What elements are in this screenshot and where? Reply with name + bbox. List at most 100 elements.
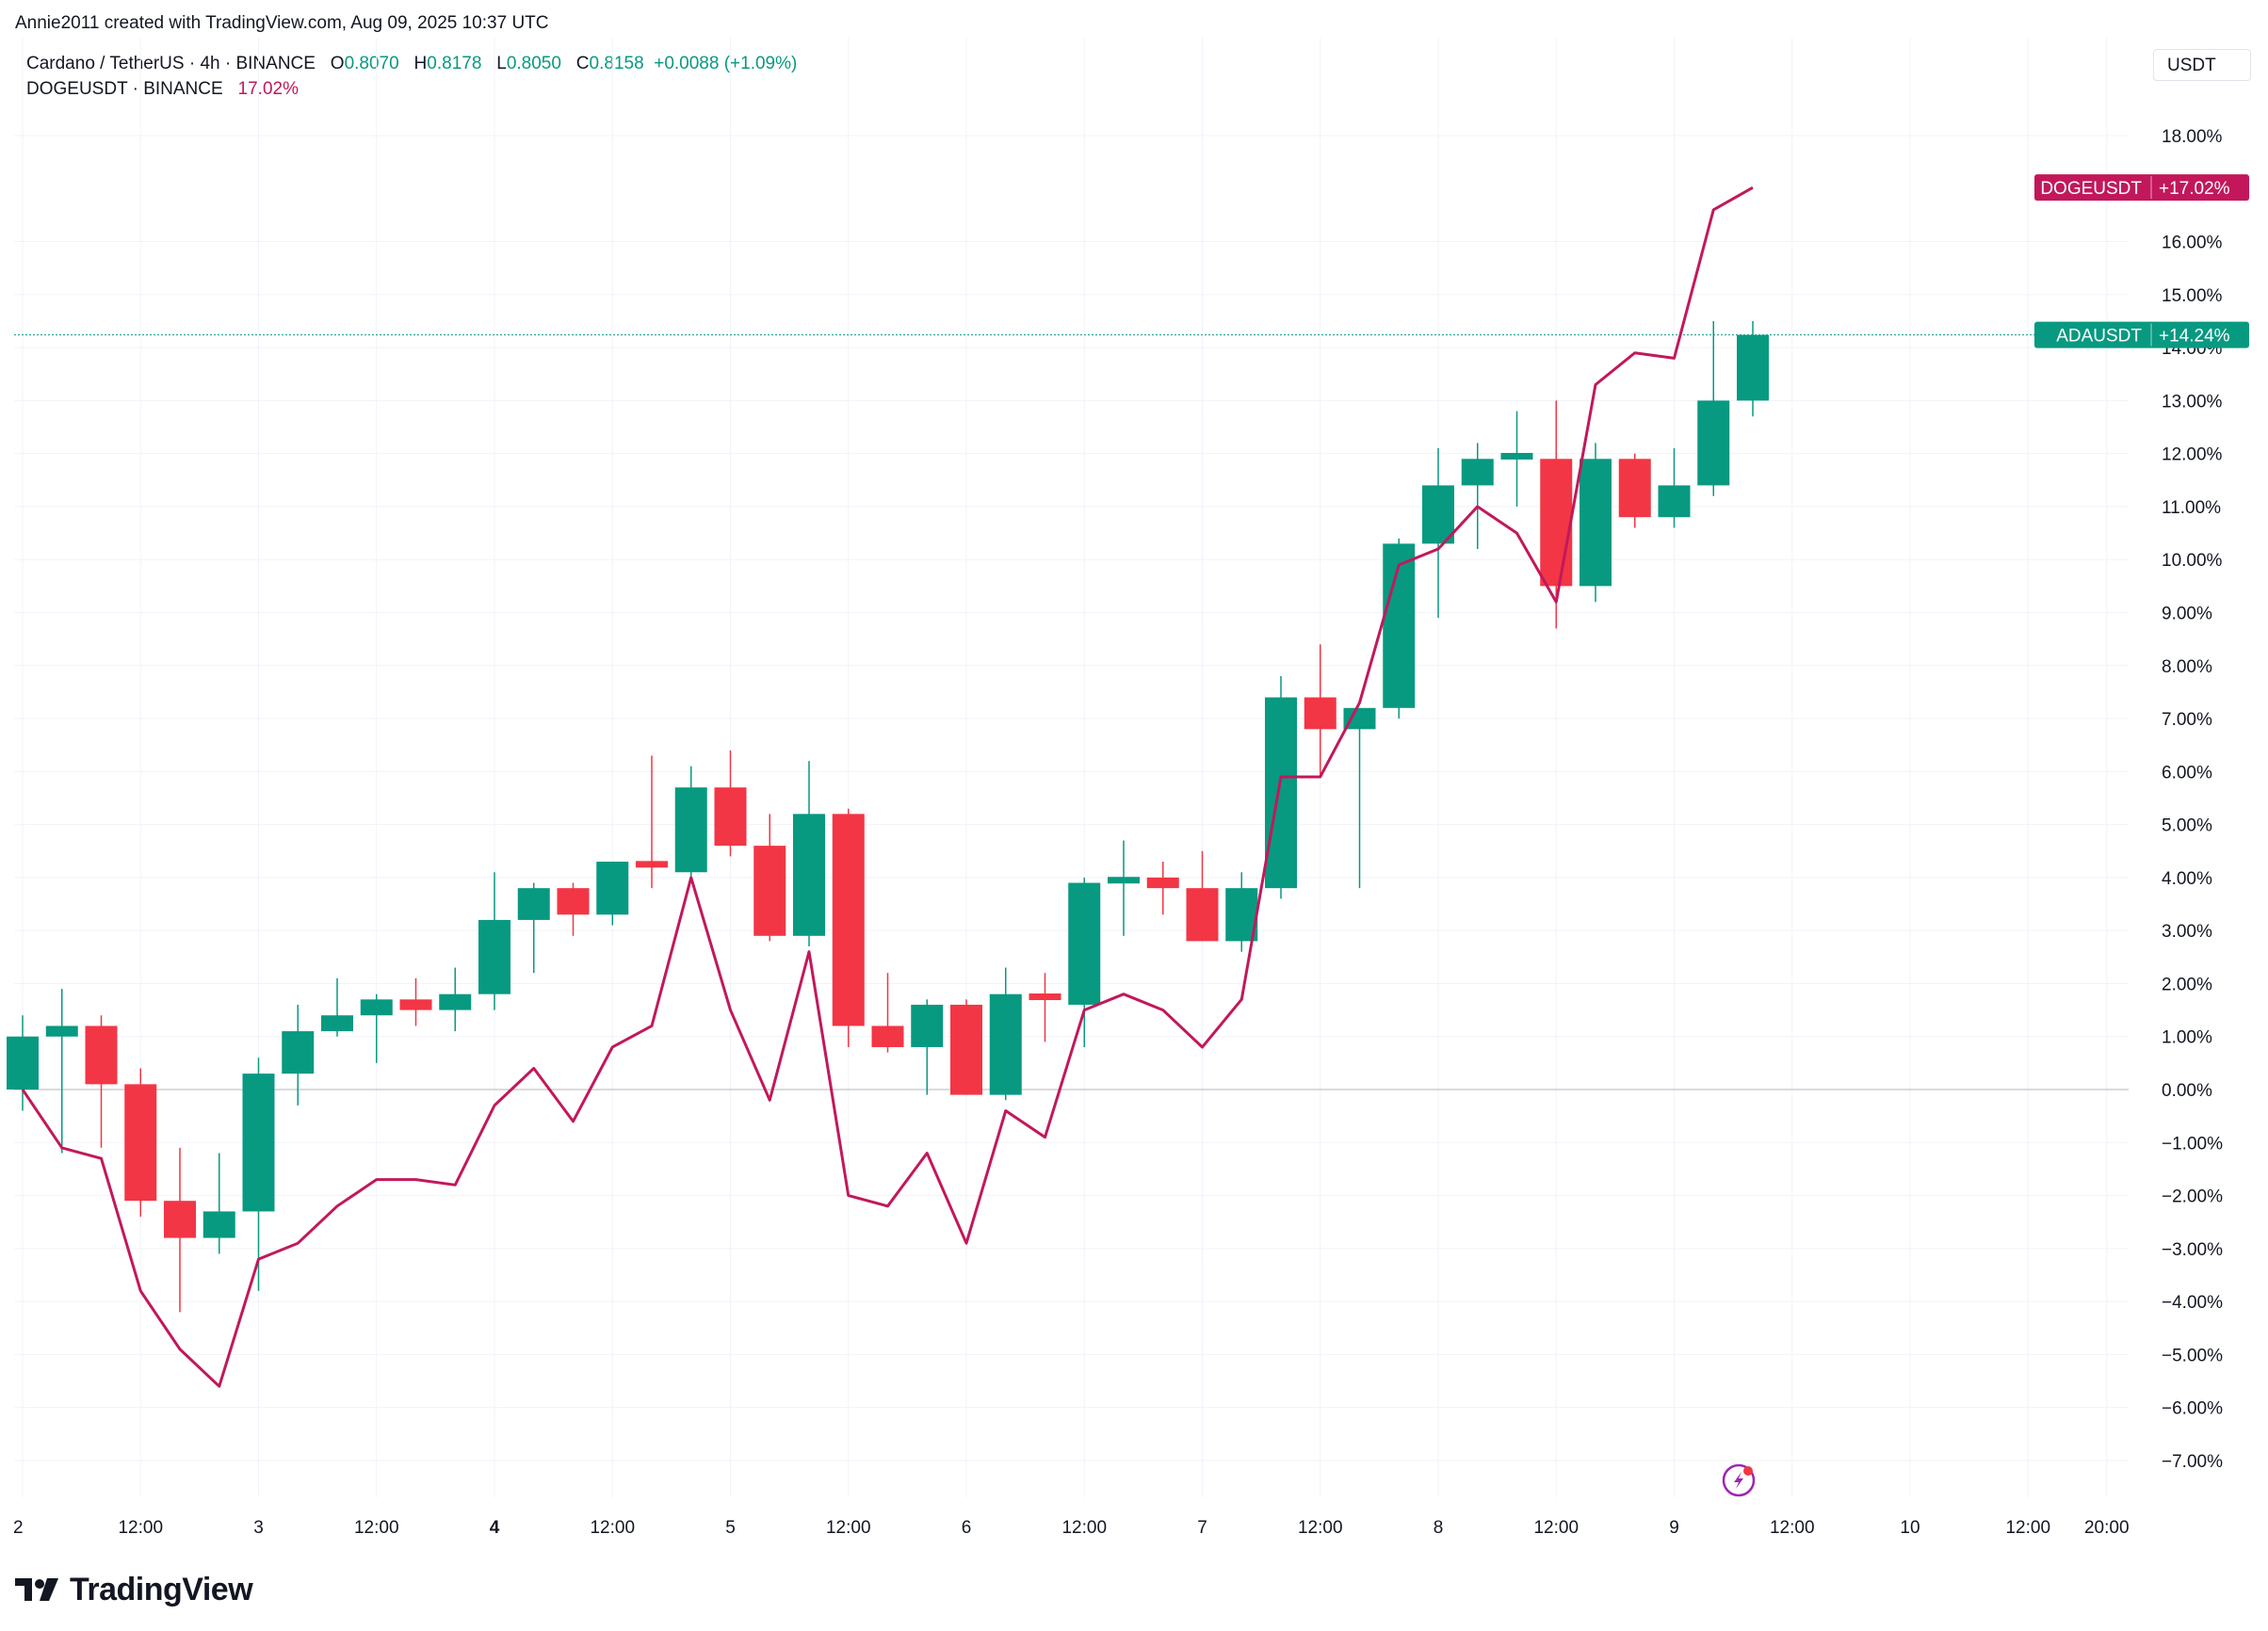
x-tick-label: 9 xyxy=(1669,1518,1679,1538)
y-tick-label: 16.00% xyxy=(2162,234,2223,253)
y-tick-label: 4.00% xyxy=(2162,869,2212,889)
y-tick-label: −6.00% xyxy=(2162,1399,2223,1419)
candle-body xyxy=(360,999,393,1016)
candle-body xyxy=(871,1025,904,1047)
candle-body xyxy=(753,846,786,936)
legend-open-label: O xyxy=(330,54,345,73)
y-tick-label: 1.00% xyxy=(2162,1028,2212,1048)
bolt-icon[interactable] xyxy=(1722,1463,1756,1497)
compare-value: 17.02% xyxy=(237,79,299,99)
candle-body xyxy=(1618,459,1651,518)
candle-body xyxy=(714,787,747,847)
y-tick-label: 10.00% xyxy=(2162,551,2223,571)
last-value-tag-name: ADAUSDT xyxy=(2056,327,2142,347)
candle-body xyxy=(596,862,629,915)
y-tick-label: −2.00% xyxy=(2162,1187,2223,1207)
candle-body xyxy=(557,888,590,915)
candle-body xyxy=(439,993,472,1010)
y-tick-label: 5.00% xyxy=(2162,816,2212,836)
y-tick-label: 9.00% xyxy=(2162,605,2212,624)
x-tick-label: 12:00 xyxy=(2005,1518,2050,1538)
x-tick-label: 12:00 xyxy=(1061,1518,1107,1538)
last-value-tag: ADAUSDT +14.24% xyxy=(2034,321,2249,348)
candle-body xyxy=(636,861,668,868)
candle-body xyxy=(1029,993,1061,1001)
dogeusdt-line xyxy=(21,186,1754,1388)
candle-body xyxy=(1146,877,1179,889)
y-tick-label: 13.00% xyxy=(2162,392,2223,412)
y-tick-label: −7.00% xyxy=(2162,1452,2223,1472)
candle-body xyxy=(674,787,707,873)
candle-body xyxy=(1500,452,1533,460)
last-value-tag-value: +14.24% xyxy=(2159,327,2230,347)
candle-body xyxy=(202,1211,235,1238)
y-tick-label: 3.00% xyxy=(2162,922,2212,942)
legend-change: +0.0088 (+1.09%) xyxy=(654,54,798,73)
candle-body xyxy=(1108,877,1140,884)
compare-symbol[interactable]: DOGEUSDT · BINANCE xyxy=(26,79,223,99)
y-tick-label: 15.00% xyxy=(2162,286,2223,306)
x-tick-label: 12:00 xyxy=(1770,1518,1815,1538)
chart-credit: Annie2011 created with TradingView.com, … xyxy=(15,13,549,33)
y-tick-label: 2.00% xyxy=(2162,975,2212,994)
candle-body xyxy=(517,888,550,920)
main-legend: Cardano / TetherUS · 4h · BINANCE O0.807… xyxy=(26,54,797,74)
candle-body xyxy=(1737,334,1769,401)
candle-body xyxy=(1265,697,1297,889)
x-tick-label: 5 xyxy=(725,1518,736,1538)
candle-body xyxy=(282,1031,315,1074)
legend-low-label: L xyxy=(496,54,507,73)
x-tick-label: 8 xyxy=(1434,1518,1444,1538)
compare-legend: DOGEUSDT · BINANCE 17.02% xyxy=(26,79,299,100)
candle-body xyxy=(1068,882,1101,1005)
y-tick-label: −4.00% xyxy=(2162,1293,2223,1313)
candle-body xyxy=(832,814,865,1026)
tradingview-logo[interactable]: TradingView xyxy=(15,1568,253,1611)
candle-body xyxy=(1461,459,1494,486)
candlestick-series xyxy=(7,320,1769,1313)
y-tick-label: −5.00% xyxy=(2162,1346,2223,1365)
last-value-tag-value: +17.02% xyxy=(2159,179,2230,199)
x-tick-label: 20:00 xyxy=(2084,1518,2130,1538)
x-tick-label: 12:00 xyxy=(118,1518,163,1538)
y-tick-label: −1.00% xyxy=(2162,1134,2223,1154)
candle-body xyxy=(164,1201,196,1238)
y-tick-label: 7.00% xyxy=(2162,710,2212,730)
candle-body xyxy=(124,1084,157,1202)
x-tick-label: 4 xyxy=(490,1518,500,1538)
candle-body xyxy=(1580,459,1612,587)
candle-body xyxy=(1658,485,1691,518)
x-tick-label: 12:00 xyxy=(590,1518,635,1538)
y-tick-label: 12.00% xyxy=(2162,445,2223,465)
x-tick-label: 12:00 xyxy=(826,1518,871,1538)
x-tick-label: 10 xyxy=(1900,1518,1920,1538)
currency-unit-button[interactable]: USDT xyxy=(2153,49,2251,81)
candle-body xyxy=(1304,697,1336,730)
candle-body xyxy=(45,1025,78,1037)
legend-symbol[interactable]: Cardano / TetherUS · 4h · BINANCE xyxy=(26,54,316,73)
y-tick-label: 6.00% xyxy=(2162,763,2212,783)
candle-body xyxy=(1540,459,1573,587)
legend-open-value: 0.8070 xyxy=(344,54,399,73)
y-tick-label: 18.00% xyxy=(2162,127,2223,147)
last-value-tag-name: DOGEUSDT xyxy=(2040,179,2142,199)
candle-body xyxy=(242,1074,275,1212)
y-tick-label: 8.00% xyxy=(2162,657,2212,677)
tradingview-wordmark: TradingView xyxy=(70,1571,253,1607)
candle-body xyxy=(1697,400,1730,486)
candle-body xyxy=(1186,888,1219,942)
x-tick-label: 12:00 xyxy=(354,1518,399,1538)
last-value-tag: DOGEUSDT +17.02% xyxy=(2034,174,2249,202)
candle-body xyxy=(7,1036,39,1090)
candle-body xyxy=(1383,543,1416,708)
x-tick-label: 7 xyxy=(1197,1518,1207,1538)
legend-close-value: 0.8158 xyxy=(589,54,644,73)
candle-body xyxy=(1422,485,1454,544)
candle-body xyxy=(399,999,432,1010)
candle-body xyxy=(1343,707,1376,730)
legend-high-label: H xyxy=(413,54,428,73)
chart-grid xyxy=(14,38,2129,1497)
y-tick-label: 11.00% xyxy=(2162,498,2221,518)
candle-body xyxy=(989,993,1022,1095)
